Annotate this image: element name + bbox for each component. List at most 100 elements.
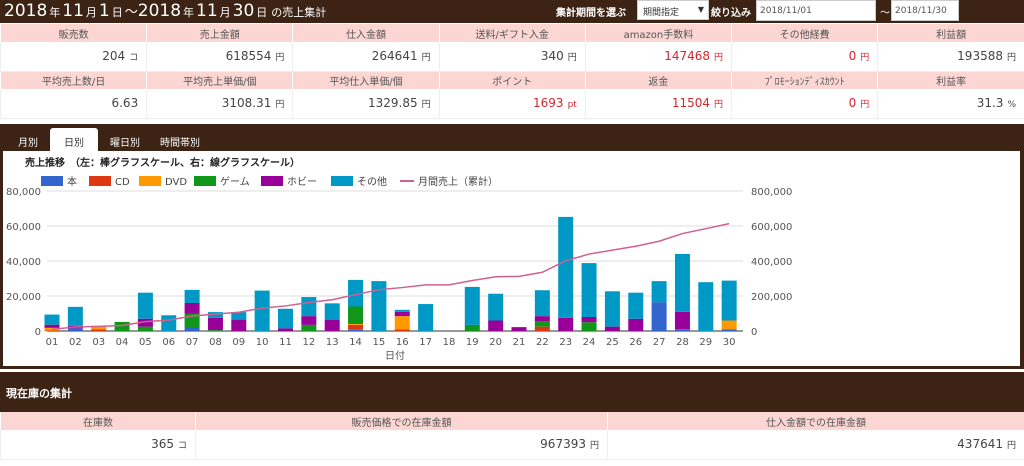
x-tick-label: 04 (116, 337, 129, 348)
inventory-value: 365 コ (0, 430, 196, 460)
bar-segment (301, 324, 317, 331)
inventory-value: 967393 円 (195, 430, 608, 460)
x-tick-label: 29 (699, 337, 712, 348)
stat-value: 264641 円 (292, 42, 440, 72)
stat-value: 6.63 (0, 89, 147, 119)
legend-label: 本 (67, 175, 77, 188)
bar-segment (721, 280, 737, 321)
stat-number: 340 (540, 49, 564, 64)
bar-segment (674, 311, 690, 330)
sales-stats-table: 販売数 売上金額 仕入金額 送料/ギフト入金 amazon手数料 その他経費 利益額 204 コ… (0, 24, 1024, 119)
legend-label: ゲーム (220, 176, 250, 188)
inventory-section-title: 現在庫の集計 (0, 372, 1024, 412)
stat-label: ポイント (438, 71, 586, 89)
x-tick-label: 12 (302, 337, 315, 348)
bar-segment (651, 302, 667, 331)
stat-value: 204 コ (0, 42, 147, 72)
period-select[interactable]: 期間指定 ▼ (637, 0, 709, 20)
bar-segment (394, 309, 410, 312)
inventory-unit: 円 (589, 441, 599, 452)
bar-segment (184, 303, 200, 314)
stat-number: 1329.85 (367, 96, 418, 111)
bar-segment (511, 326, 527, 328)
bar-segment (44, 314, 60, 325)
tab-3[interactable]: 時間帯別 (160, 138, 200, 149)
y2-tick-label: 200,000 (751, 292, 792, 303)
stat-number: 11504 (671, 96, 710, 111)
inventory-number: 437641 (957, 437, 1003, 452)
bar-segment (721, 320, 737, 330)
bar-segment (488, 293, 504, 321)
bar-segment (137, 318, 153, 327)
bar-segment (254, 290, 270, 331)
tab-0[interactable]: 月別 (18, 138, 38, 149)
y-tick-label: 40,000 (6, 257, 41, 268)
bar-segment (301, 316, 317, 325)
date-from-input[interactable]: 2018/11/01 (756, 0, 876, 21)
x-tick-label: 01 (46, 337, 59, 348)
stat-number: 0 (848, 96, 857, 111)
stat-label: 利益額 (877, 24, 1024, 42)
bar-segment (394, 316, 410, 330)
x-axis-label: 日付 (385, 349, 405, 362)
bar-segment (348, 329, 364, 331)
stat-number: 0 (848, 49, 857, 64)
x-tick-label: 18 (443, 337, 456, 348)
bar-segment (231, 312, 247, 320)
bar-segment (488, 320, 504, 331)
filter-label: 絞り込み (711, 8, 751, 19)
legend-swatch (41, 176, 63, 186)
bar-segment (278, 308, 293, 329)
bar-segment (67, 306, 83, 326)
bar-segment (348, 324, 364, 325)
stat-unit: 円 (1006, 53, 1016, 64)
dropdown-arrow-icon: ▼ (697, 5, 704, 14)
bar-segment (114, 321, 130, 331)
bar-segment (581, 317, 597, 323)
bar-segment (44, 330, 60, 331)
x-tick-label: 23 (559, 337, 572, 348)
date-to-input[interactable]: 2018/11/30 (891, 0, 959, 21)
bar-segment (698, 282, 714, 331)
bar-segment (581, 322, 597, 331)
stat-label: 仕入金額 (292, 24, 440, 42)
x-tick-label: 22 (536, 337, 549, 348)
bar-segment (137, 292, 153, 319)
bar-segment (628, 318, 644, 331)
x-tick-label: 28 (676, 337, 689, 348)
bar-segment (137, 326, 153, 331)
x-tick-label: 06 (162, 337, 175, 348)
bar-segment (184, 327, 200, 331)
stat-number: 618554 (225, 49, 272, 64)
bar-segment (558, 216, 574, 318)
unit: 日 (111, 6, 123, 19)
bar-segment (534, 290, 550, 317)
stat-number: 1693 (533, 96, 564, 111)
x-tick-label: 02 (69, 337, 82, 348)
stat-unit: コ (129, 53, 139, 64)
unit: 月 (219, 6, 231, 19)
x-tick-label: 27 (653, 337, 666, 348)
date-separator: ～ (880, 8, 890, 19)
legend-swatch (89, 176, 111, 186)
stat-value: 11504 円 (584, 89, 732, 119)
cumulative-sales-line (51, 222, 730, 331)
x-tick-label: 13 (326, 337, 339, 348)
x-tick-label: 16 (396, 337, 409, 348)
tab-2[interactable]: 曜日別 (110, 138, 140, 149)
bar-segment (324, 319, 340, 331)
tab-1[interactable]: 日別 (50, 128, 98, 151)
x-tick-label: 25 (606, 337, 619, 348)
stat-unit: 円 (714, 53, 724, 64)
bar-segment (674, 254, 690, 312)
x-tick-label: 07 (186, 337, 199, 348)
bar-segment (348, 279, 364, 307)
stat-label: その他経費 (731, 24, 878, 42)
x-tick-label: 21 (513, 337, 526, 348)
header-bar: 2018 年 11 月 1 日～2018 年 11 月 30 日の売上集計 集計期間を選ぶ 期間指定… (0, 0, 1024, 23)
stat-value: 1329.85 円 (292, 89, 440, 119)
bar-segment (651, 281, 667, 303)
bar-segment (324, 303, 340, 320)
period-label: 集計期間を選ぶ (556, 8, 626, 19)
